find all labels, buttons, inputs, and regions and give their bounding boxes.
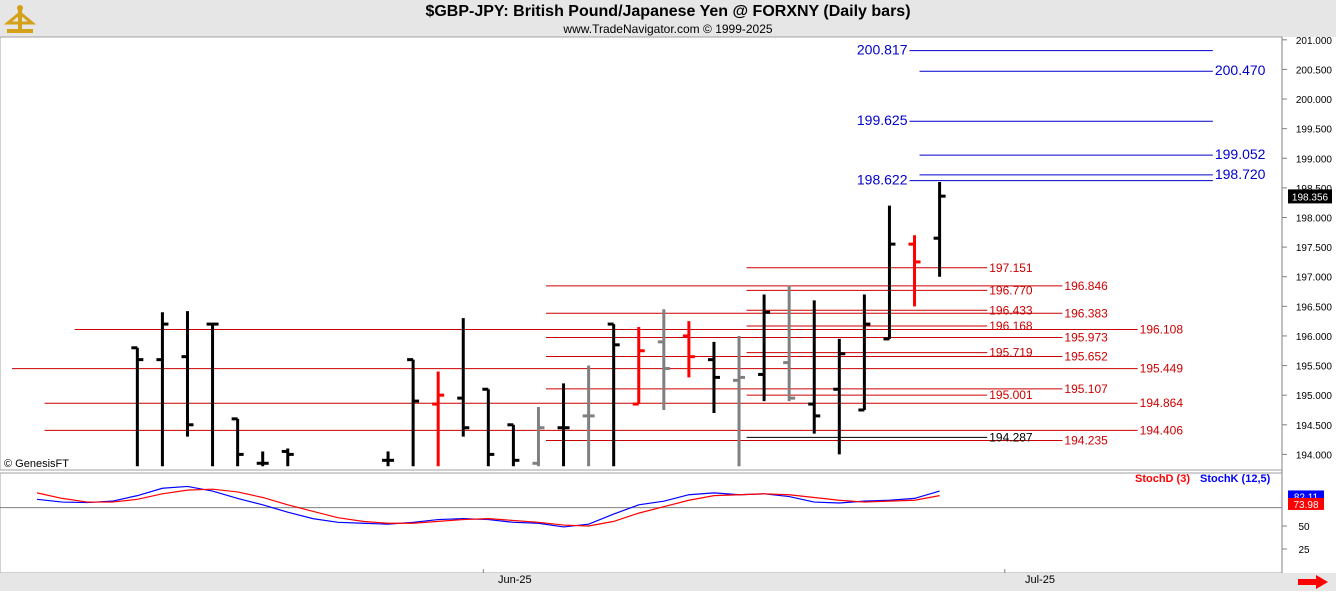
red-level-label: 195.973 — [1064, 331, 1108, 345]
x-axis-label-jul: Jul-25 — [1025, 574, 1055, 586]
stoch-d-legend: StochD (3) — [1135, 473, 1190, 485]
blue-level-label: 198.622 — [857, 172, 908, 188]
y-tick-label: 195.500 — [1296, 362, 1333, 373]
scroll-right-arrow-icon[interactable] — [1298, 575, 1328, 594]
red-level-label: 195.719 — [989, 346, 1033, 360]
price-panel — [0, 36, 1283, 471]
stoch-k-legend: StochK (12,5) — [1200, 473, 1271, 485]
y-tick-label: 196.000 — [1296, 332, 1333, 343]
blue-level-label: 199.625 — [857, 112, 908, 128]
red-level-label: 195.107 — [1064, 382, 1108, 396]
y-tick-label: 201.000 — [1296, 36, 1333, 47]
red-level-label: 196.846 — [1064, 279, 1108, 293]
trade-navigator-logo-icon — [3, 3, 37, 40]
source-credit: © GenesisFT — [4, 458, 69, 470]
y-tick-label: 197.500 — [1296, 243, 1333, 254]
blue-level-label: 199.052 — [1215, 146, 1266, 162]
y-tick-label: 200.000 — [1296, 95, 1333, 106]
red-level-label: 195.652 — [1064, 350, 1108, 364]
stoch-tick-label: 50 — [1298, 522, 1310, 533]
y-tick-label: 199.000 — [1296, 154, 1333, 165]
y-tick-label: 194.500 — [1296, 421, 1333, 432]
y-tick-label: 198.500 — [1296, 184, 1333, 195]
y-tick-label: 199.500 — [1296, 125, 1333, 136]
stoch-series-line — [37, 485, 940, 528]
y-tick-label: 195.000 — [1296, 391, 1333, 402]
red-level-label: 196.108 — [1140, 323, 1184, 337]
red-level-label: 194.864 — [1140, 396, 1184, 410]
copyright-text: www.TradeNavigator.com © 1999-2025 — [563, 22, 773, 36]
red-level-label: 194.235 — [1064, 433, 1108, 447]
stoch-d-badge — [1288, 497, 1324, 510]
red-level-label: 195.001 — [989, 388, 1033, 402]
blue-level-label: 200.470 — [1215, 62, 1266, 78]
last-price-badge — [1288, 189, 1332, 204]
chart-title: $GBP-JPY: British Pound/Japanese Yen @ F… — [425, 3, 911, 20]
y-tick-label: 196.500 — [1296, 302, 1333, 313]
red-level-label: 196.383 — [1064, 306, 1108, 320]
stochastic-panel — [0, 472, 1283, 574]
stoch-d-value: 73.98 — [1293, 500, 1318, 511]
red-level-label: 196.770 — [989, 283, 1033, 297]
stoch-tick-label: 25 — [1298, 545, 1310, 556]
x-axis-label-jun: Jun-25 — [498, 574, 532, 586]
red-level-label: 196.168 — [989, 319, 1033, 333]
blue-level-label: 200.817 — [857, 42, 908, 58]
ohlc-bars — [131, 181, 946, 467]
stoch-series-line — [36, 488, 940, 527]
black-level-label: 194.287 — [989, 430, 1033, 444]
red-level-label: 197.151 — [989, 261, 1033, 275]
chart-header — [0, 0, 1336, 37]
y-tick-label: 197.000 — [1296, 273, 1333, 284]
y-tick-label: 198.000 — [1296, 213, 1333, 224]
last-price-label: 198.356 — [1292, 192, 1329, 203]
red-level-label: 195.449 — [1140, 362, 1184, 376]
y-axis-area — [1283, 37, 1336, 573]
y-tick-label: 200.500 — [1296, 65, 1333, 76]
blue-level-label: 198.720 — [1215, 166, 1266, 182]
time-axis-footer — [0, 573, 1336, 591]
red-level-label: 196.433 — [989, 303, 1033, 317]
red-level-label: 194.406 — [1140, 423, 1184, 437]
y-tick-label: 194.000 — [1296, 450, 1333, 461]
